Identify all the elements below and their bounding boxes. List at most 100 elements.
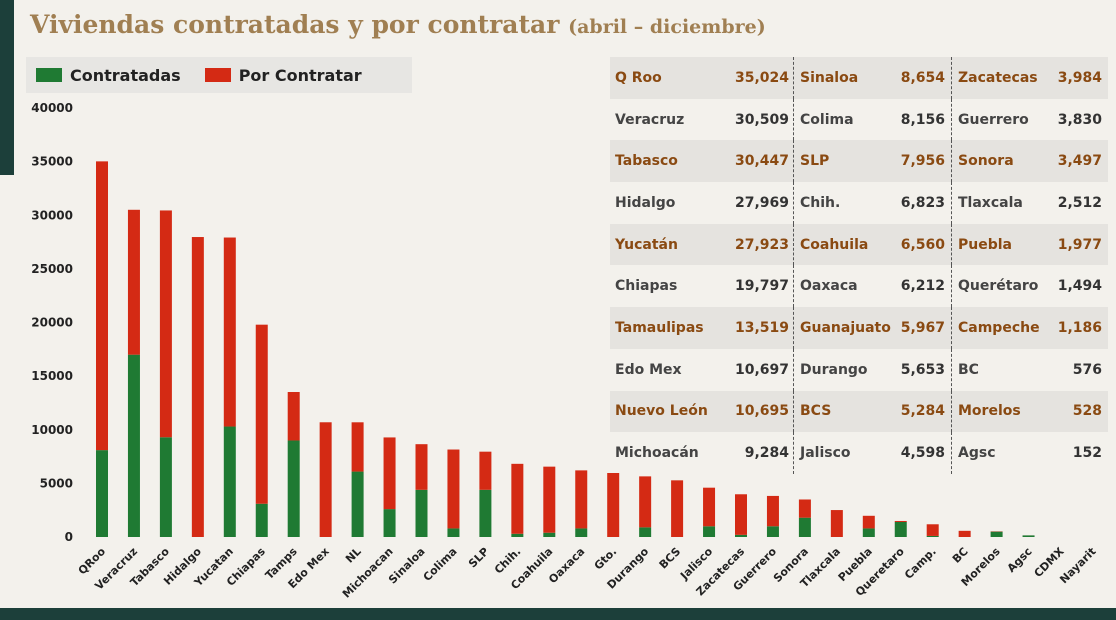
state-value: 10,697 — [734, 361, 789, 378]
table-cell: Chiapas 19,797 — [610, 265, 793, 307]
state-name: Morelos — [958, 403, 1021, 420]
y-tick-label: 30000 — [31, 208, 73, 222]
legend-item-contratadas: Contratadas — [36, 66, 181, 85]
bar-contratadas — [383, 509, 396, 537]
state-value: 3,497 — [1057, 153, 1102, 170]
state-name: BCS — [800, 403, 832, 420]
state-value: 5,967 — [900, 319, 945, 336]
state-value: 6,560 — [900, 236, 945, 253]
bar-por-contratar — [735, 494, 747, 535]
legend-swatch-contratadas — [36, 68, 62, 82]
state-value: 8,156 — [900, 111, 945, 128]
table-cell: Sonora 3,497 — [951, 140, 1108, 183]
state-name: Jalisco — [800, 445, 851, 462]
table-cell: Querétaro 1,494 — [951, 265, 1108, 308]
bar-por-contratar — [607, 473, 620, 537]
bar-contratadas — [479, 489, 492, 537]
left-accent-strip — [0, 0, 14, 175]
state-name: SLP — [800, 153, 830, 170]
bottom-accent-strip — [0, 608, 1116, 620]
table-row: Michoacán 9,284 Jalisco 4,598 Agsc 152 — [610, 432, 1108, 474]
bar-por-contratar — [159, 210, 172, 438]
state-value: 27,923 — [734, 236, 789, 253]
table-cell: Oaxaca 6,212 — [793, 265, 951, 308]
state-value: 152 — [1072, 445, 1102, 462]
x-tick-label: Colima — [421, 545, 460, 584]
bar-contratadas — [766, 526, 779, 537]
table-cell: Agsc 152 — [951, 432, 1108, 474]
bar-por-contratar — [191, 237, 204, 537]
title-subtitle: (abril – diciembre) — [568, 16, 766, 38]
state-name: Chiapas — [615, 278, 678, 295]
bar-por-contratar — [830, 510, 843, 537]
state-value: 13,519 — [734, 319, 789, 336]
bar-contratadas — [415, 489, 428, 537]
table-cell: Tlaxcala 2,512 — [951, 182, 1108, 224]
state-value: 3,984 — [1057, 69, 1102, 86]
y-tick-label: 5000 — [40, 476, 73, 490]
state-name: Colima — [800, 111, 854, 128]
legend: Contratadas Por Contratar — [26, 57, 412, 93]
state-value: 35,024 — [734, 69, 789, 86]
table-cell: Durango 5,653 — [793, 348, 951, 391]
state-value: 27,969 — [734, 194, 789, 211]
state-name: Agsc — [958, 445, 996, 462]
state-name: Hidalgo — [615, 194, 676, 211]
state-name: Guanajuato — [800, 319, 891, 336]
table-cell: Guanajuato 5,967 — [793, 307, 951, 349]
legend-label-por-contratar: Por Contratar — [238, 65, 362, 85]
state-value: 30,509 — [734, 111, 789, 128]
state-name: Tlaxcala — [958, 194, 1023, 211]
bar-por-contratar — [575, 470, 588, 529]
x-tick-label: Agsc — [1005, 545, 1035, 575]
x-tick-label: SLP — [466, 545, 491, 570]
bar-por-contratar — [479, 451, 492, 490]
bar-por-contratar — [511, 463, 524, 534]
table-cell: Tabasco 30,447 — [610, 140, 793, 182]
table-row: Q Roo 35,024 Sinaloa 8,654 Zacatecas 3,984 — [610, 57, 1108, 99]
table-row: Yucatán 27,923 Coahuila 6,560 Puebla 1,977 — [610, 223, 1108, 266]
y-tick-label: 20000 — [31, 316, 73, 330]
x-tick-label: Gto. — [592, 545, 620, 573]
bar-contratadas — [511, 533, 524, 537]
state-name: Tamaulipas — [615, 319, 704, 336]
x-tick-label: BC — [950, 545, 971, 566]
table-cell: Edo Mex 10,697 — [610, 349, 793, 391]
table-cell: Tamaulipas 13,519 — [610, 307, 793, 349]
table-cell: Campeche 1,186 — [951, 307, 1108, 349]
bar-contratadas — [255, 503, 268, 537]
bar-contratadas — [127, 354, 140, 537]
state-value: 8,654 — [900, 69, 945, 86]
bar-contratadas — [703, 526, 716, 537]
table-cell: Zacatecas 3,984 — [951, 57, 1108, 99]
state-value: 3,830 — [1057, 111, 1102, 128]
state-name: Oaxaca — [800, 278, 858, 295]
state-value: 9,284 — [744, 445, 789, 462]
table-cell: Sinaloa 8,654 — [793, 57, 951, 99]
state-name: Tabasco — [615, 153, 678, 170]
table-cell: Colima 8,156 — [793, 98, 951, 141]
bar-contratadas — [351, 471, 364, 537]
bar-por-contratar — [926, 524, 939, 536]
state-name: Nuevo León — [615, 403, 708, 420]
bar-contratadas — [96, 450, 108, 537]
legend-swatch-por-contratar — [204, 68, 231, 82]
table-cell: Nuevo León 10,695 — [610, 391, 793, 433]
table-cell: Q Roo 35,024 — [610, 57, 793, 99]
bar-por-contratar — [223, 237, 236, 427]
x-tick-label: NL — [343, 545, 364, 566]
bar-por-contratar — [703, 487, 716, 527]
state-name: Puebla — [958, 236, 1012, 253]
table-cell: SLP 7,956 — [793, 140, 951, 183]
y-tick-label: 0 — [65, 530, 73, 544]
table-row: Edo Mex 10,697 Durango 5,653 BC 576 — [610, 348, 1108, 391]
table-cell: Hidalgo 27,969 — [610, 182, 793, 224]
state-name: Q Roo — [615, 69, 662, 86]
state-value: 6,823 — [900, 194, 945, 211]
bar-por-contratar — [96, 161, 108, 451]
bar-por-contratar — [127, 209, 140, 355]
state-name: Sinaloa — [800, 69, 859, 86]
bar-por-contratar — [639, 476, 652, 528]
bar-por-contratar — [543, 466, 556, 533]
